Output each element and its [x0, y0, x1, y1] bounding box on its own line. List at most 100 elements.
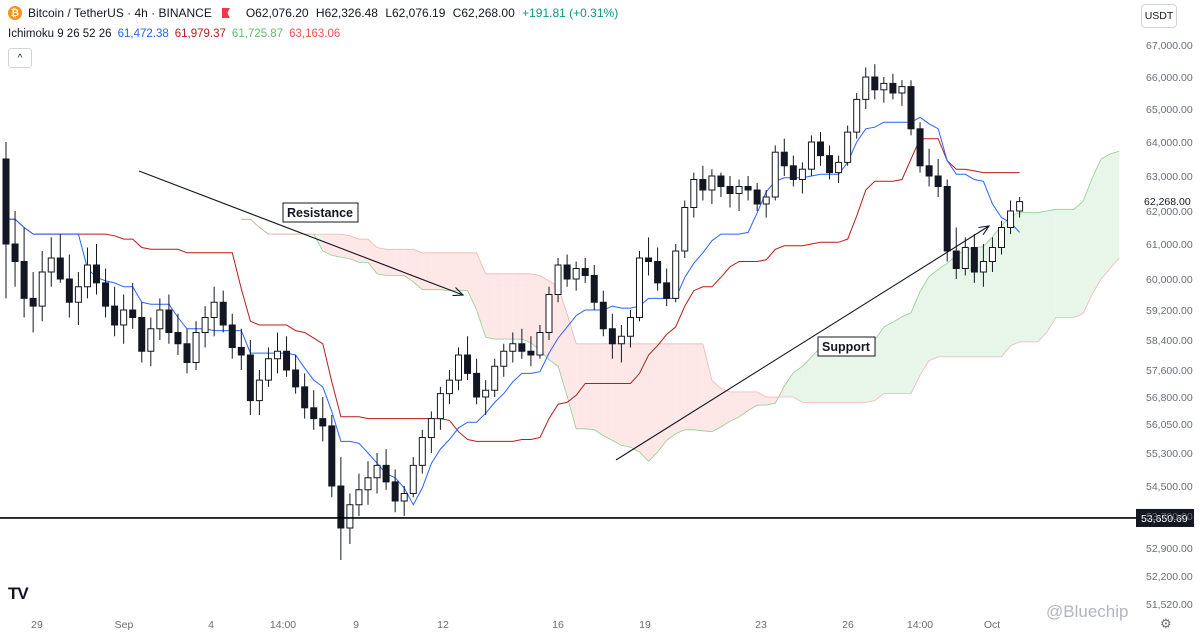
- flag-icon[interactable]: [221, 8, 230, 18]
- candle-body: [807, 141, 815, 170]
- candle-body: [654, 261, 662, 284]
- y-tick-label: 63,000.00: [1146, 171, 1193, 183]
- cloud-segment: [1110, 151, 1120, 269]
- y-tick-label: 66,000.00: [1146, 72, 1193, 84]
- span-a-value: 61,725.87: [231, 28, 284, 40]
- candle-body: [572, 268, 580, 280]
- candle-body: [292, 369, 300, 388]
- cloud-segment: [883, 322, 893, 394]
- cloud-segment: [938, 263, 948, 357]
- watermark: @Bluechip: [1046, 602, 1129, 621]
- candle-body: [690, 179, 698, 208]
- candle-body: [672, 250, 680, 299]
- candle-body: [427, 418, 435, 439]
- candle-body: [708, 175, 716, 191]
- y-tick-label: 52,200.00: [1146, 571, 1193, 583]
- cloud-segment: [612, 343, 622, 446]
- cloud-segment: [693, 343, 703, 431]
- indicator-name: Ichimoku 9 26 52 26: [8, 28, 112, 40]
- collapse-legend-button[interactable]: ^: [8, 48, 32, 68]
- cloud-segment: [1092, 159, 1102, 295]
- candle-body: [617, 335, 625, 345]
- x-tick-label: 9: [353, 619, 359, 631]
- cloud-segment: [929, 269, 939, 361]
- gear-icon[interactable]: ⚙: [1160, 616, 1172, 631]
- y-tick-label: 51,520.00: [1146, 599, 1193, 611]
- candle-body: [47, 257, 55, 273]
- cloud-segment: [766, 397, 776, 406]
- cloud-segment: [1073, 201, 1083, 318]
- cloud-segment: [720, 388, 730, 427]
- candle-body: [762, 196, 770, 205]
- symbol-title[interactable]: Bitcoin / TetherUS · 4h · BINANCE: [28, 6, 212, 20]
- y-tick-label: 65,000.00: [1146, 104, 1193, 116]
- x-tick-label: 16: [552, 619, 564, 631]
- indicator-legend[interactable]: Ichimoku 9 26 52 26 61,472.38 61,979.37 …: [8, 28, 340, 40]
- y-tick-label: 52,900.00: [1146, 543, 1193, 555]
- candle-body: [518, 343, 526, 352]
- conversion-value: 61,472.38: [117, 28, 169, 40]
- candle-body: [753, 189, 761, 205]
- high-value: H62,326.48: [315, 6, 378, 20]
- cloud-segment: [630, 343, 640, 453]
- cloud-segment: [340, 234, 350, 259]
- y-tick-label: 57,600.00: [1146, 365, 1193, 377]
- cloud-segment: [377, 247, 387, 276]
- cloud-segment: [874, 326, 884, 401]
- ohlc-readout: O62,076.20 H62,326.48 L62,076.19 C62,268…: [246, 6, 622, 20]
- cloud-segment: [901, 312, 911, 394]
- candle-body: [283, 350, 291, 371]
- open-value: O62,076.20: [245, 6, 309, 20]
- cloud-segment: [558, 286, 568, 397]
- candle-body: [174, 332, 182, 345]
- candle-body: [328, 425, 336, 487]
- cloud-segment: [711, 380, 721, 432]
- y-tick-label: 56,800.00: [1146, 392, 1193, 404]
- candle-body: [509, 343, 517, 352]
- candle-body: [491, 365, 499, 391]
- cloud-segment: [639, 343, 649, 462]
- candle-body: [934, 175, 942, 187]
- cloud-segment: [521, 273, 531, 343]
- cloud-segment: [911, 291, 921, 394]
- cloud-segment: [585, 343, 595, 430]
- chart-header: ₿ Bitcoin / TetherUS · 4h · BINANCE O62,…: [8, 6, 622, 20]
- y-tick-label: 60,000.00: [1146, 274, 1193, 286]
- candle-body: [38, 271, 46, 307]
- cloud-segment: [440, 252, 450, 291]
- low-value: L62,076.19: [385, 6, 446, 20]
- cloud-segment: [603, 343, 613, 441]
- candle-body: [744, 186, 752, 191]
- candle-body: [228, 324, 236, 348]
- support-level-tag: [1136, 508, 1194, 527]
- candle-body: [798, 168, 806, 180]
- cloud-segment: [1064, 209, 1074, 318]
- x-tick-label: 23: [755, 619, 767, 631]
- cloud-segment: [892, 316, 902, 394]
- x-tick-label: 26: [842, 619, 854, 631]
- currency-button[interactable]: USDT: [1141, 4, 1177, 28]
- support-arrow: [615, 226, 989, 461]
- candle-body: [301, 386, 309, 409]
- candle-body: [663, 282, 671, 299]
- cloud-segment: [530, 273, 540, 351]
- candle-body: [111, 305, 119, 326]
- candle-body: [998, 227, 1005, 248]
- cloud-segment: [730, 391, 740, 422]
- candle-body: [780, 151, 788, 167]
- bitcoin-icon: ₿: [8, 6, 22, 20]
- candle-body: [201, 317, 209, 333]
- cloud-segment: [802, 356, 812, 403]
- cloud-segment: [467, 252, 477, 310]
- candle-body: [925, 165, 933, 177]
- candle-body: [183, 343, 191, 363]
- candle-body: [464, 354, 472, 374]
- x-tick-label: 4: [208, 619, 214, 631]
- candle-body: [988, 247, 996, 262]
- cloud-segment: [965, 247, 975, 357]
- candle-body: [264, 358, 272, 381]
- candle-body: [373, 464, 381, 479]
- candle-body: [862, 76, 870, 100]
- candle-body: [436, 393, 444, 420]
